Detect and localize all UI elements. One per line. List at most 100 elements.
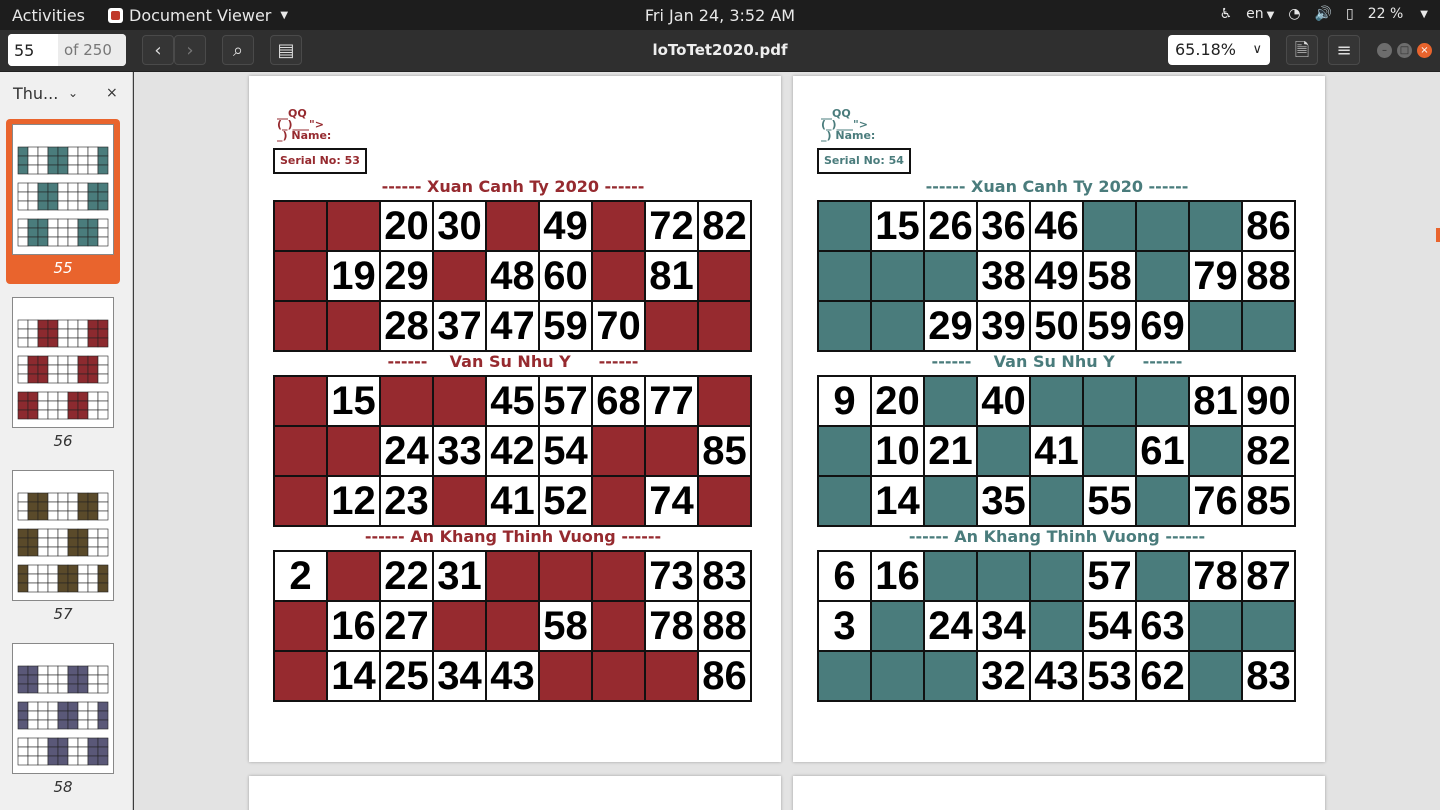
- name-logo: __QQ (_)___"> _) Name:: [277, 108, 331, 141]
- card-row: 20 30 49 72 82: [273, 200, 752, 252]
- card-cell-blank: [1029, 600, 1084, 652]
- card-cell-number: 23: [379, 475, 434, 527]
- card-cell-blank: [591, 550, 646, 602]
- card-row: 9 20 40 81 90: [817, 375, 1296, 427]
- card-cell-number: 78: [1188, 550, 1243, 602]
- system-tray[interactable]: ♿ en ▼ ◔ 🔊 ▯ 22 % ▼: [1220, 6, 1428, 22]
- card-cell-blank: [591, 650, 646, 702]
- search-button[interactable]: ⌕: [222, 35, 254, 65]
- card-cell-number: 53: [1082, 650, 1137, 702]
- card-cell-blank: [923, 650, 978, 702]
- previous-page-button[interactable]: ‹: [142, 35, 174, 65]
- card-cell-number: 90: [1241, 375, 1296, 427]
- app-menu[interactable]: Document Viewer ▼: [108, 6, 288, 25]
- zoom-selector[interactable]: 65.18% ∨: [1168, 35, 1270, 65]
- card-cell-blank: [1029, 375, 1084, 427]
- wifi-icon[interactable]: ◔: [1288, 6, 1301, 22]
- language-indicator[interactable]: en ▼: [1246, 6, 1274, 22]
- card-cell-number: 19: [326, 250, 381, 302]
- card-cell-number: 46: [1029, 200, 1084, 252]
- card-cell-number: 54: [1082, 600, 1137, 652]
- card-cell-blank: [817, 650, 872, 702]
- thumbnail-page-56[interactable]: 56: [6, 292, 120, 457]
- card-cell-number: 42: [485, 425, 540, 477]
- card-row: 3 24 34 54 63: [817, 600, 1296, 652]
- card-cell-number: 70: [591, 300, 646, 352]
- card-cell-number: 58: [1082, 250, 1137, 302]
- card-cell-blank: [976, 425, 1031, 477]
- card-cell-blank: [1241, 300, 1296, 352]
- card-cell-blank: [273, 650, 328, 702]
- card-cell-number: 68: [591, 375, 646, 427]
- card-row: 29 39 50 59 69: [817, 300, 1296, 352]
- card-cell-number: 35: [976, 475, 1031, 527]
- thumbnail-page-55[interactable]: 55: [6, 119, 120, 284]
- card-cell-blank: [432, 475, 487, 527]
- close-icon[interactable]: ×: [106, 85, 118, 101]
- card-cell-number: 14: [870, 475, 925, 527]
- card-cell-blank: [273, 250, 328, 302]
- loto-card: 15 26 36 46 86 38 49 58 79 88 29 39 50 59 69: [817, 200, 1296, 352]
- page-selector: of 250: [8, 34, 126, 66]
- card-cell-blank: [591, 200, 646, 252]
- sidebar-mode-label[interactable]: Thu...: [13, 84, 59, 103]
- chevron-down-icon[interactable]: ⌄: [68, 86, 79, 100]
- card-cell-blank: [1188, 300, 1243, 352]
- card-row: 14 35 55 76 85: [817, 475, 1296, 527]
- menu-button[interactable]: ≡: [1328, 35, 1360, 65]
- card-cell-blank: [644, 300, 699, 352]
- card-cell-blank: [817, 425, 872, 477]
- pdf-page: __QQ (_)___"> _) Name: Serial No: 54 ------ …: [793, 76, 1325, 762]
- card-cell-blank: [591, 475, 646, 527]
- card-cell-number: 34: [432, 650, 487, 702]
- card-cell-blank: [273, 600, 328, 652]
- battery-icon[interactable]: ▯: [1346, 6, 1354, 22]
- card-cell-number: 88: [1241, 250, 1296, 302]
- card-cell-number: 73: [644, 550, 699, 602]
- card-title: ------ Van Su Nhu Y ------: [387, 352, 639, 371]
- minimize-button[interactable]: –: [1377, 43, 1392, 58]
- card-cell-blank: [1188, 425, 1243, 477]
- thumbnail-page-58[interactable]: 58: [6, 638, 120, 803]
- accessibility-icon[interactable]: ♿: [1219, 6, 1233, 22]
- page-number-input[interactable]: [8, 34, 58, 66]
- card-cell-number: 41: [1029, 425, 1084, 477]
- card-row: 38 49 58 79 88: [817, 250, 1296, 302]
- search-icon: ⌕: [232, 40, 244, 61]
- chevron-down-icon[interactable]: ▼: [1420, 8, 1428, 20]
- thumbnail-page-57[interactable]: 57: [6, 465, 120, 630]
- print-button[interactable]: 🗎: [1286, 35, 1318, 65]
- card-cell-number: 25: [379, 650, 434, 702]
- volume-icon[interactable]: 🔊: [1314, 6, 1332, 22]
- card-cell-blank: [817, 300, 872, 352]
- card-cell-blank: [379, 375, 434, 427]
- card-cell-number: 10: [870, 425, 925, 477]
- document-icon: 🗎: [1294, 40, 1310, 61]
- card-title: ------ Xuan Canh Ty 2020 ------: [925, 177, 1189, 196]
- clock[interactable]: Fri Jan 24, 3:52 AM: [644, 6, 796, 25]
- card-cell-number: 59: [1082, 300, 1137, 352]
- card-cell-blank: [923, 475, 978, 527]
- next-page-button[interactable]: ›: [174, 35, 206, 65]
- document-canvas[interactable]: __QQ (_)___"> _) Name: Serial No: 53 ------ …: [134, 72, 1440, 810]
- card-cell-number: 15: [326, 375, 381, 427]
- logo-line: __QQ: [277, 107, 307, 120]
- card-title: ------ An Khang Thinh Vuong ------: [908, 527, 1206, 546]
- card-cell-number: 57: [1082, 550, 1137, 602]
- card-cell-number: 59: [538, 300, 593, 352]
- annotations-button[interactable]: ▤: [270, 35, 302, 65]
- card-cell-number: 48: [485, 250, 540, 302]
- card-cell-number: 55: [1082, 475, 1137, 527]
- card-row: 12 23 41 52 74: [273, 475, 752, 527]
- activities-button[interactable]: Activities: [12, 6, 85, 25]
- card-cell-blank: [1135, 200, 1190, 252]
- app-name: Document Viewer: [129, 6, 272, 25]
- card-cell-blank: [1029, 475, 1084, 527]
- card-row: 6 16 57 78 87: [817, 550, 1296, 602]
- card-cell-number: 72: [644, 200, 699, 252]
- card-cell-number: 54: [538, 425, 593, 477]
- card-cell-number: 62: [1135, 650, 1190, 702]
- scrollbar-indicator[interactable]: [1436, 228, 1440, 242]
- close-button[interactable]: ×: [1417, 43, 1432, 58]
- maximize-button[interactable]: □: [1397, 43, 1412, 58]
